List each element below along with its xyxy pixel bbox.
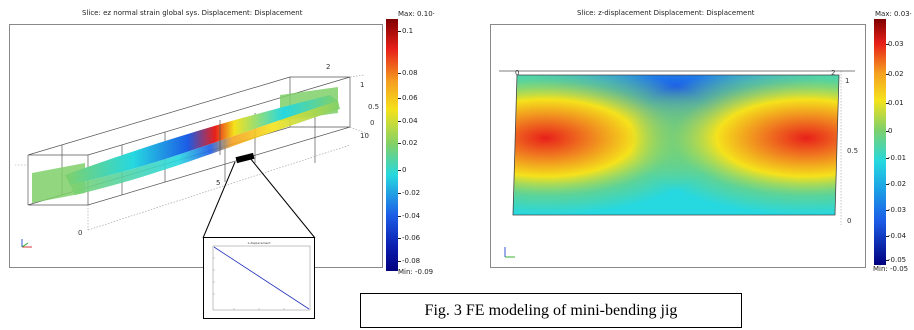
left-plot-title: Slice: ez normal strain global sys. Disp… <box>82 9 303 17</box>
left-colorbar-tick: 0.02 <box>402 139 418 147</box>
left-plot-area[interactable]: 2 1 0.5 0 10 5 0 <box>9 24 383 268</box>
right-colorbar-tick: -0.03 <box>888 206 907 214</box>
edge-label-0-top: 0 <box>515 69 519 77</box>
edge-label-1: 1 <box>845 77 849 85</box>
right-plot-area[interactable]: 0 2 1 0.5 0 <box>490 24 866 268</box>
left-colorbar-tick: 0 <box>402 166 407 174</box>
right-colorbar-tick: 0 <box>888 127 893 135</box>
left-colorbar-tick: 0.04 <box>402 117 418 125</box>
left-colorbar-tick: -0.08 <box>402 257 421 265</box>
right-colorbar-max: Max: 0.03· <box>875 10 912 18</box>
right-colorbar-tick: 0.03 <box>888 40 904 48</box>
right-colorbar-tick: -0.02 <box>888 180 907 188</box>
right-colorbar-min: Min: -0.05 <box>873 265 909 273</box>
axis-tick-0-lower: 0 <box>78 229 82 237</box>
axis-tick-0-5: 0.5 <box>368 103 379 111</box>
axis-tick-10: 10 <box>360 132 369 140</box>
right-colorbar-tick: 0.01 <box>888 99 904 107</box>
right-plot-title: Slice: z-displacement Displacement: Disp… <box>577 9 755 17</box>
left-colorbar-tick: 0.1 <box>402 27 414 35</box>
left-colorbar-tick: 0.08 <box>402 69 418 77</box>
left-colorbar-min: Min: -0.09 <box>398 268 434 276</box>
inset-plot-title: z-displacement <box>248 241 272 245</box>
right-colorbar-tick: -0.05 <box>888 256 907 264</box>
beam-3d-view: 2 1 0.5 0 10 5 0 <box>15 63 379 248</box>
edge-label-0-bottom: 0 <box>847 217 851 225</box>
edge-label-0-5: 0.5 <box>847 147 858 155</box>
figure-caption: Fig. 3 FE modeling of mini-bending jig <box>424 302 678 319</box>
left-colorbar <box>386 19 398 271</box>
axis-tick-1: 1 <box>360 81 364 89</box>
right-colorbar-tick: 0.02 <box>888 70 904 78</box>
coordinate-triad-icon <box>504 247 515 258</box>
right-colorbar <box>874 19 886 265</box>
axis-tick-0-upper: 0 <box>370 119 374 127</box>
inset-plot[interactable]: z-displacement <box>203 237 315 319</box>
right-colorbar-tick: -0.01 <box>888 154 907 162</box>
figure-caption-box: Fig. 3 FE modeling of mini-bending jig <box>360 293 742 328</box>
left-colorbar-tick: -0.06 <box>402 234 421 242</box>
left-colorbar-max: Max: 0.10· <box>398 10 435 18</box>
left-colorbar-tick: 0.06 <box>402 94 418 102</box>
coordinate-triad-icon <box>21 239 32 248</box>
edge-label-2: 2 <box>831 69 835 77</box>
z-displacement-contour: 0 2 1 0.5 0 <box>499 69 858 258</box>
left-colorbar-tick: -0.02 <box>402 189 421 197</box>
right-colorbar-tick: -0.04 <box>888 232 907 240</box>
axis-tick-2: 2 <box>326 63 330 71</box>
axis-tick-5: 5 <box>216 179 220 187</box>
left-colorbar-tick: -0.04 <box>402 212 421 220</box>
